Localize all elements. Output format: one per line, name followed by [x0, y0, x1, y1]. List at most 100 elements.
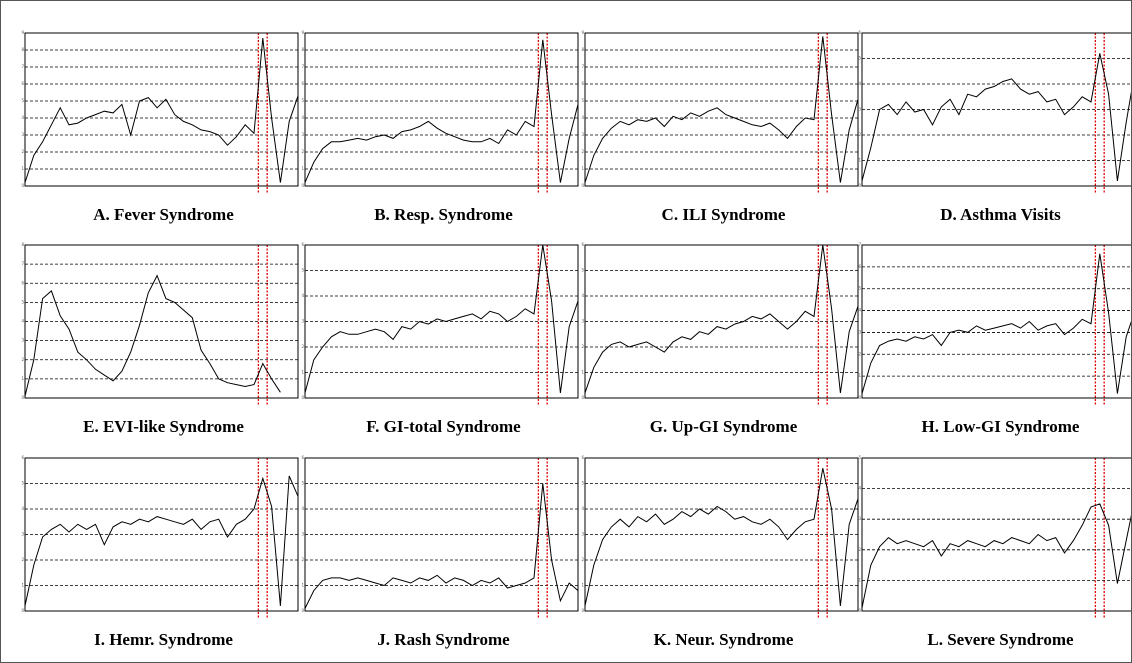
y-tick-label: 1 — [581, 166, 584, 171]
y-tick-label: 0 — [301, 395, 304, 400]
y-tick-label: 1 — [301, 166, 304, 171]
y-tick-label: 3 — [581, 319, 584, 324]
y-tick-label: 3 — [21, 132, 24, 137]
y-tick-label: 4 — [858, 486, 861, 491]
plot-border — [24, 244, 299, 399]
y-tick-label: 6 — [581, 81, 584, 86]
series-line — [861, 53, 1131, 182]
y-tick-label: 7 — [581, 64, 584, 69]
y-tick-label: 1 — [301, 370, 304, 375]
y-tick-label: 3 — [581, 132, 584, 137]
y-tick-label: 1 — [21, 583, 24, 588]
y-tick-label: 2 — [581, 557, 584, 562]
y-tick-label: 7 — [858, 242, 861, 247]
y-tick-label: 0 — [21, 183, 24, 188]
y-tick-label: 5 — [858, 56, 861, 61]
y-tick-label: 6 — [21, 81, 24, 86]
series-line — [24, 475, 299, 607]
y-tick-label: 6 — [21, 280, 24, 285]
y-tick-label: 3 — [21, 338, 24, 343]
y-tick-label: 5 — [581, 268, 584, 273]
y-tick-label: 8 — [21, 242, 24, 247]
y-tick-label: 5 — [301, 98, 304, 103]
y-tick-label: 4 — [858, 81, 861, 86]
chart-title: C. ILI Syndrome — [662, 205, 786, 224]
series-line — [304, 483, 579, 609]
panel: 0 1 2 3 4 5 6 7 8 9 A. Fever Syndrome — [21, 30, 299, 224]
y-tick-label: 8 — [301, 47, 304, 52]
chart-title: B. Resp. Syndrome — [374, 205, 513, 224]
y-tick-label: 3 — [301, 319, 304, 324]
chart-title: H. Low-GI Syndrome — [922, 417, 1080, 436]
y-tick-label: 0 — [21, 608, 24, 613]
y-tick-label: 9 — [581, 30, 584, 35]
y-tick-label: 5 — [301, 268, 304, 273]
y-tick-label: 3 — [21, 532, 24, 537]
panel: 0 1 2 3 4 5 L. Severe Syndrome — [858, 455, 1131, 649]
y-tick-label: 4 — [581, 115, 584, 120]
y-tick-label: 2 — [301, 344, 304, 349]
y-tick-label: 9 — [301, 30, 304, 35]
y-tick-label: 8 — [21, 47, 24, 52]
y-tick-label: 1 — [21, 166, 24, 171]
y-tick-label: 2 — [581, 149, 584, 154]
y-tick-label: 2 — [301, 557, 304, 562]
plot-border — [584, 32, 859, 187]
y-tick-label: 2 — [858, 351, 861, 356]
y-tick-label: 3 — [581, 532, 584, 537]
plot-border — [584, 457, 859, 612]
y-tick-label: 1 — [858, 577, 861, 582]
y-tick-label: 9 — [21, 30, 24, 35]
y-tick-label: 0 — [858, 183, 861, 188]
panel: 0 1 2 3 4 5 6 K. Neur. Syndrome — [581, 455, 859, 649]
y-tick-label: 0 — [21, 395, 24, 400]
y-tick-label: 5 — [21, 299, 24, 304]
y-tick-label: 4 — [301, 293, 304, 298]
y-tick-label: 7 — [301, 64, 304, 69]
y-tick-label: 3 — [858, 107, 861, 112]
series-line — [304, 39, 579, 183]
y-tick-label: 4 — [21, 115, 24, 120]
series-line — [861, 503, 1131, 609]
panel: 0 1 2 3 4 5 6 7 8 E. EVI-like Syndrome — [21, 242, 298, 436]
y-tick-label: 4 — [581, 506, 584, 511]
y-tick-label: 4 — [21, 506, 24, 511]
y-tick-label: 5 — [858, 455, 861, 460]
y-tick-label: 1 — [581, 370, 584, 375]
y-tick-label: 4 — [858, 308, 861, 313]
y-tick-label: 2 — [21, 357, 24, 362]
chart-title: A. Fever Syndrome — [93, 205, 234, 224]
y-tick-label: 5 — [21, 481, 24, 486]
plot-border — [861, 457, 1131, 612]
y-tick-label: 0 — [301, 608, 304, 613]
y-tick-label: 1 — [301, 583, 304, 588]
plot-border — [304, 32, 579, 187]
chart-title: J. Rash Syndrome — [377, 630, 510, 649]
plot-border — [24, 32, 299, 187]
y-tick-label: 6 — [858, 30, 861, 35]
y-tick-label: 2 — [858, 547, 861, 552]
y-tick-label: 3 — [858, 329, 861, 334]
y-tick-label: 6 — [301, 455, 304, 460]
chart-title: D. Asthma Visits — [940, 205, 1061, 224]
y-tick-label: 1 — [21, 376, 24, 381]
panel: 0 1 2 3 4 5 6 D. Asthma Visits — [858, 30, 1131, 224]
plot-border — [861, 244, 1131, 399]
series-line — [584, 244, 859, 394]
y-tick-label: 0 — [581, 183, 584, 188]
panel: 0 1 2 3 4 5 6 I. Hemr. Syndrome — [21, 455, 299, 649]
series-line — [304, 244, 579, 394]
chart-title: E. EVI-like Syndrome — [83, 417, 244, 436]
y-tick-label: 6 — [301, 81, 304, 86]
y-tick-label: 1 — [858, 373, 861, 378]
chart-title: G. Up-GI Syndrome — [650, 417, 798, 436]
plot-border — [304, 244, 579, 399]
y-tick-label: 0 — [858, 608, 861, 613]
series-line — [24, 38, 299, 183]
y-tick-label: 1 — [858, 158, 861, 163]
y-tick-label: 2 — [21, 557, 24, 562]
y-tick-label: 6 — [21, 455, 24, 460]
y-tick-label: 8 — [581, 47, 584, 52]
series-line — [584, 468, 859, 607]
